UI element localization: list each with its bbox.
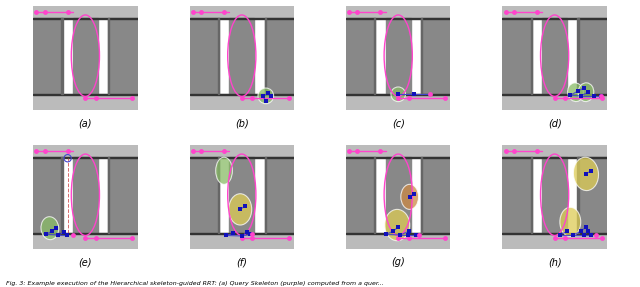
Ellipse shape bbox=[228, 194, 252, 225]
Text: (f): (f) bbox=[236, 257, 247, 267]
Ellipse shape bbox=[258, 88, 274, 104]
Text: (e): (e) bbox=[79, 257, 92, 267]
Bar bbox=[346, 145, 451, 157]
Bar bbox=[229, 157, 254, 233]
Bar bbox=[346, 94, 451, 95]
Text: (b): (b) bbox=[235, 118, 249, 128]
Bar bbox=[502, 233, 607, 234]
Bar bbox=[33, 94, 138, 95]
Bar bbox=[73, 18, 98, 94]
Bar bbox=[531, 157, 532, 233]
Bar bbox=[346, 157, 375, 233]
Bar bbox=[346, 233, 451, 249]
Bar bbox=[33, 145, 138, 157]
Bar bbox=[346, 18, 451, 19]
Bar bbox=[218, 157, 219, 233]
Bar bbox=[33, 157, 138, 158]
Bar bbox=[218, 18, 219, 94]
Bar bbox=[264, 157, 266, 233]
Bar bbox=[33, 94, 138, 110]
Ellipse shape bbox=[391, 87, 406, 102]
Bar bbox=[33, 18, 138, 19]
Bar bbox=[386, 18, 411, 94]
Bar bbox=[577, 157, 607, 233]
Bar bbox=[502, 18, 607, 19]
Bar bbox=[577, 18, 579, 94]
Bar bbox=[189, 18, 219, 94]
Ellipse shape bbox=[573, 157, 598, 191]
Bar bbox=[421, 18, 422, 94]
Ellipse shape bbox=[560, 207, 580, 236]
Bar bbox=[189, 94, 294, 110]
Bar bbox=[421, 157, 422, 233]
Bar bbox=[502, 157, 532, 233]
Bar bbox=[502, 145, 607, 157]
Bar bbox=[386, 157, 411, 233]
Bar bbox=[33, 5, 138, 18]
Text: (c): (c) bbox=[392, 118, 404, 128]
Ellipse shape bbox=[41, 217, 59, 240]
Bar bbox=[577, 157, 579, 233]
Bar bbox=[189, 157, 294, 158]
Text: (g): (g) bbox=[391, 257, 405, 267]
Bar bbox=[502, 157, 607, 158]
Bar bbox=[189, 157, 219, 233]
Bar bbox=[61, 18, 63, 94]
Bar bbox=[108, 157, 138, 233]
Bar bbox=[421, 157, 451, 233]
Bar bbox=[502, 233, 607, 249]
Text: (a): (a) bbox=[79, 118, 92, 128]
Bar bbox=[502, 94, 607, 110]
Bar bbox=[265, 157, 294, 233]
Bar bbox=[189, 233, 294, 249]
Bar bbox=[577, 18, 607, 94]
Bar bbox=[189, 233, 294, 234]
Bar bbox=[374, 157, 376, 233]
Bar bbox=[264, 18, 266, 94]
Bar bbox=[189, 94, 294, 95]
Bar bbox=[421, 18, 451, 94]
Ellipse shape bbox=[401, 184, 419, 210]
Bar bbox=[33, 233, 138, 249]
Bar bbox=[265, 18, 294, 94]
Ellipse shape bbox=[216, 157, 232, 184]
Bar bbox=[108, 157, 109, 233]
Bar bbox=[502, 5, 607, 18]
Bar bbox=[189, 18, 294, 19]
Bar bbox=[346, 157, 451, 158]
Bar bbox=[108, 18, 138, 94]
Bar bbox=[189, 5, 294, 18]
Bar bbox=[542, 18, 567, 94]
Bar bbox=[346, 18, 375, 94]
Bar bbox=[61, 157, 63, 233]
Bar bbox=[502, 18, 532, 94]
Ellipse shape bbox=[578, 83, 594, 102]
Text: Fig. 3: Example execution of the Hierarchical skeleton-guided RRT: (a) Query Ske: Fig. 3: Example execution of the Hierarc… bbox=[6, 282, 384, 286]
Bar bbox=[189, 145, 294, 157]
Bar bbox=[346, 233, 451, 234]
Bar bbox=[531, 18, 532, 94]
Bar bbox=[33, 157, 63, 233]
Bar bbox=[33, 18, 63, 94]
Bar bbox=[502, 94, 607, 95]
Bar bbox=[73, 157, 98, 233]
Bar bbox=[542, 157, 567, 233]
Text: (h): (h) bbox=[548, 257, 561, 267]
Bar bbox=[346, 5, 451, 18]
Bar bbox=[374, 18, 376, 94]
Bar bbox=[229, 18, 254, 94]
Bar bbox=[108, 18, 109, 94]
Bar bbox=[33, 233, 138, 234]
Ellipse shape bbox=[568, 83, 584, 102]
Text: (d): (d) bbox=[548, 118, 561, 128]
Bar bbox=[346, 94, 451, 110]
Ellipse shape bbox=[385, 210, 410, 241]
